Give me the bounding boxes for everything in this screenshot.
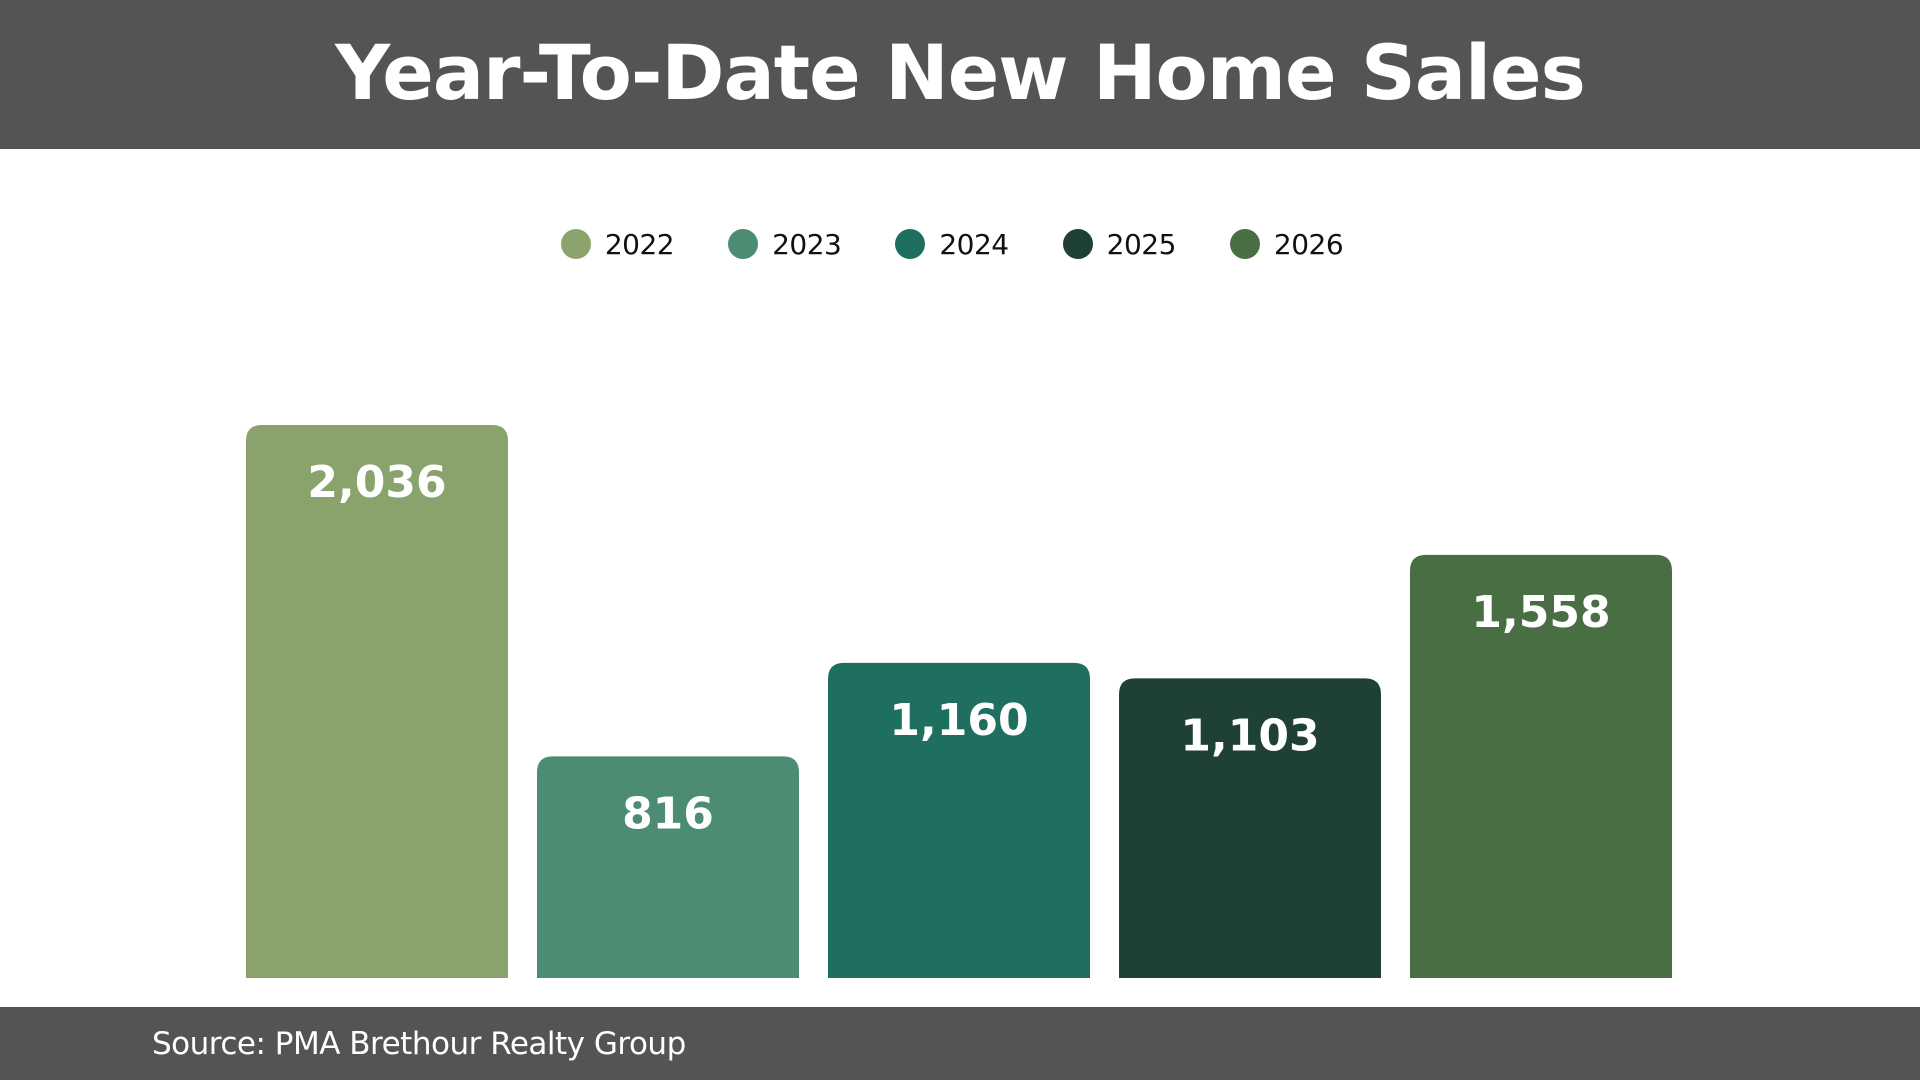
bar-2022 xyxy=(246,425,508,978)
legend-label: 2023 xyxy=(772,227,842,261)
legend-label: 2024 xyxy=(939,227,1009,261)
legend-item-2024: 2024 xyxy=(895,227,1009,261)
bar-value-label-2024: 1,160 xyxy=(889,695,1028,746)
bar-2025 xyxy=(1119,678,1381,978)
bar-2023 xyxy=(537,756,799,978)
chart-title: Year-To-Date New Home Sales xyxy=(335,28,1586,117)
legend: 2022 2023 2024 2025 2026 xyxy=(0,222,1912,266)
legend-dot-icon xyxy=(728,229,759,259)
legend-dot-icon xyxy=(1062,229,1093,259)
legend-label: 2025 xyxy=(1106,227,1177,261)
bar-value-label-2023: 816 xyxy=(622,788,714,839)
legend-dot-icon xyxy=(560,229,591,259)
bar-2026 xyxy=(1410,554,1672,978)
legend-label: 2026 xyxy=(1273,227,1344,261)
bar-value-label-2025: 1,103 xyxy=(1180,710,1319,761)
bar-value-label-2022: 2,036 xyxy=(307,457,446,508)
legend-dot-icon xyxy=(1229,229,1260,259)
header-bar: Year-To-Date New Home Sales xyxy=(0,0,1920,149)
footer-bar: Source: PMA Brethour Realty Group xyxy=(0,1007,1920,1080)
legend-item-2025: 2025 xyxy=(1062,227,1177,261)
legend-label: 2022 xyxy=(604,227,675,261)
legend-dot-icon xyxy=(895,229,926,259)
bar-value-label-2026: 1,558 xyxy=(1471,587,1610,638)
legend-item-2026: 2026 xyxy=(1229,227,1344,261)
legend-item-2022: 2022 xyxy=(560,227,675,261)
legend-item-2023: 2023 xyxy=(728,227,842,261)
bar-2024 xyxy=(828,662,1090,978)
source-note: Source: PMA Brethour Realty Group xyxy=(152,1025,686,1062)
